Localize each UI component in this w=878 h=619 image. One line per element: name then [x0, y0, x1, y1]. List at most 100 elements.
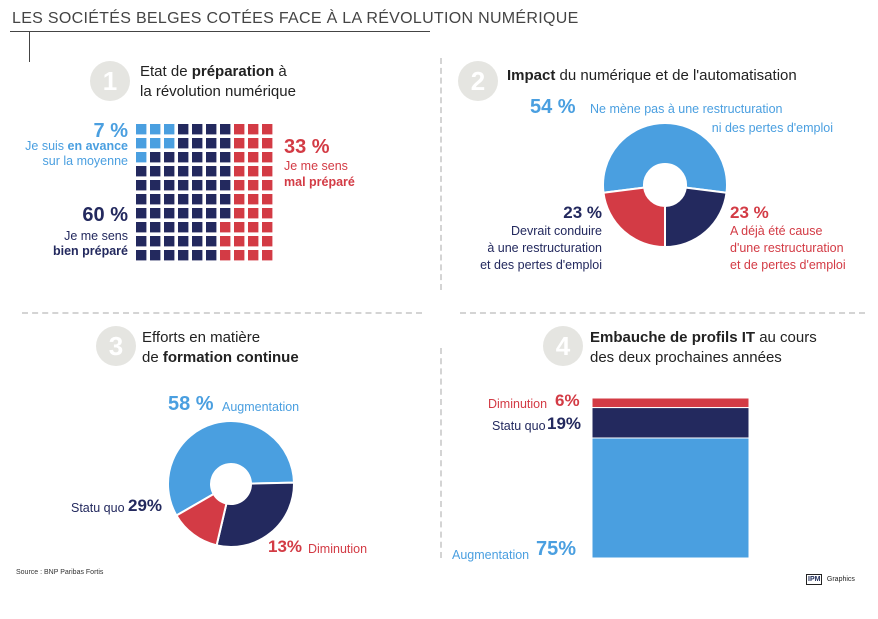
waffle-cell-good [136, 208, 147, 219]
waffle-cell-advance [164, 124, 175, 135]
waffle-cell-good [178, 124, 189, 135]
s1-bad-label-line2: mal préparé [284, 175, 355, 189]
section-3-title: Efforts en matière [142, 329, 261, 346]
waffle-cell-bad [262, 194, 273, 205]
impact-slice-3 [602, 186, 666, 248]
waffle-cell-good [206, 208, 217, 219]
waffle-cell-good [164, 180, 175, 191]
waffle-cell-good [206, 250, 217, 261]
section-3-number: 3 [96, 326, 136, 366]
waffle-cell-good [178, 138, 189, 149]
s2-should-pct: 23 % [563, 203, 602, 222]
waffle-cell-good [136, 222, 147, 233]
waffle-cell-good [192, 180, 203, 191]
waffle-cell-good [178, 236, 189, 247]
section-4-title-line2: des deux prochaines années [590, 349, 782, 366]
s2-should-label-line2: à une restructuration [487, 241, 602, 255]
s2-should-label: Devrait conduire [510, 224, 602, 238]
s1-good-pct: 60 % [82, 204, 128, 226]
title-rule [10, 31, 430, 32]
waffle-cell-good [220, 180, 231, 191]
waffle-cell-bad [262, 180, 273, 191]
waffle-cell-bad [262, 124, 273, 135]
waffle-cell-good [220, 194, 231, 205]
waffle-cell-good [192, 250, 203, 261]
waffle-cell-advance [150, 124, 161, 135]
waffle-cell-bad [248, 236, 259, 247]
s3-same-pct: 29% [128, 496, 163, 515]
waffle-cell-bad [262, 138, 273, 149]
s3-up-pct: 58 % [168, 393, 214, 415]
waffle-cell-good [178, 180, 189, 191]
waffle-cell-good [150, 152, 161, 163]
section-4-title: Embauche de profils IT au cours [590, 329, 817, 346]
waffle-cell-good [220, 152, 231, 163]
waffle-cell-good [178, 250, 189, 261]
ipm-logo: IPM [806, 574, 823, 585]
waffle-cell-good [136, 236, 147, 247]
waffle-cell-good [192, 166, 203, 177]
training-slice-2 [215, 481, 295, 548]
waffle-cell-bad [234, 180, 245, 191]
waffle-cell-good [206, 180, 217, 191]
waffle-cell-good [220, 138, 231, 149]
waffle-cell-good [220, 124, 231, 135]
waffle-cell-bad [234, 222, 245, 233]
waffle-cell-good [206, 124, 217, 135]
waffle-cell-bad [262, 236, 273, 247]
s2-already-label-line2: d'une restructuration [730, 241, 844, 255]
waffle-cell-bad [234, 152, 245, 163]
waffle-cell-advance [136, 138, 147, 149]
waffle-cell-good [164, 250, 175, 261]
source-note: Source : BNP Paribas Fortis [16, 569, 104, 576]
section-2-title: Impact du numérique et de l'automatisati… [507, 67, 797, 84]
s4-up-label: Augmentation [452, 548, 530, 562]
s1-bad-label: Je me sens [284, 159, 348, 173]
waffle-cell-advance [136, 124, 147, 135]
waffle-cell-bad [220, 250, 231, 261]
s1-good-label-line2: bien préparé [52, 244, 128, 258]
waffle-cell-bad [234, 236, 245, 247]
s2-already-pct: 23 % [730, 203, 769, 222]
waffle-cell-good [178, 208, 189, 219]
s1-good-label: Je me sens [64, 229, 128, 243]
training-donut-chart [167, 420, 295, 548]
s1-advance-label-line2: sur la moyenne [42, 154, 128, 168]
s3-down-label: Diminution [308, 542, 368, 556]
waffle-cell-good [192, 208, 203, 219]
waffle-cell-bad [234, 208, 245, 219]
waffle-cell-bad [248, 152, 259, 163]
waffle-cell-good [136, 166, 147, 177]
ipm-credit: IPM Graphics [806, 568, 855, 586]
impact-slice-2 [664, 186, 728, 248]
title-tick [29, 32, 30, 62]
waffle-cell-good [150, 180, 161, 191]
divider-vertical-bottom [440, 348, 442, 558]
waffle-cell-good [178, 194, 189, 205]
stack-segment-diminution [592, 398, 750, 409]
waffle-cell-good [164, 166, 175, 177]
waffle-cell-bad [248, 166, 259, 177]
divider-horizontal-right [460, 312, 865, 314]
s4-same-label: Statu quo [492, 419, 546, 433]
s3-same-label: Statu quo [71, 501, 125, 515]
waffle-cell-good [220, 208, 231, 219]
waffle-cell-good [192, 236, 203, 247]
waffle-cell-bad [220, 222, 231, 233]
s2-none-label-line2: ni des pertes d'emploi [711, 121, 833, 135]
waffle-cell-bad [248, 222, 259, 233]
stack-segment-augmentation [592, 437, 750, 559]
waffle-cell-good [206, 236, 217, 247]
impact-slice-1 [602, 122, 728, 194]
waffle-cell-bad [234, 250, 245, 261]
waffle-cell-good [136, 250, 147, 261]
waffle-cell-bad [262, 208, 273, 219]
s1-bad-pct: 33 % [284, 136, 330, 158]
waffle-cell-good [178, 152, 189, 163]
s2-should-label-line3: et des pertes d'emploi [480, 258, 602, 272]
waffle-cell-bad [262, 152, 273, 163]
waffle-cell-good [206, 152, 217, 163]
stack-segment-statu-quo [592, 407, 750, 439]
training-slice-3 [175, 492, 228, 547]
impact-donut-chart [602, 122, 728, 248]
